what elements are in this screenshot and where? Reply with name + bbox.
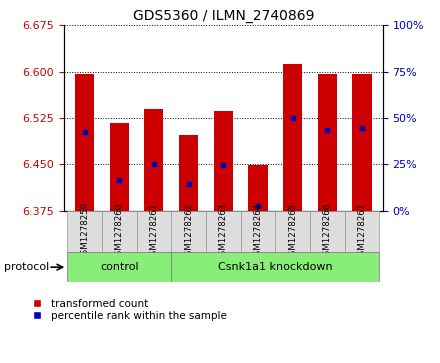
Text: protocol: protocol [4,262,50,272]
Legend: transformed count, percentile rank within the sample: transformed count, percentile rank withi… [23,294,231,325]
Text: GSM1278259: GSM1278259 [80,202,89,261]
Bar [318,74,337,211]
Text: control: control [100,262,139,272]
Bar [310,211,345,252]
Title: GDS5360 / ILMN_2740869: GDS5360 / ILMN_2740869 [132,9,314,23]
Text: GSM1278264: GSM1278264 [253,202,263,261]
Bar [67,211,102,252]
Bar [179,135,198,211]
Bar [67,252,171,282]
Bar [345,211,379,252]
Bar [249,166,268,211]
Bar [144,109,164,211]
Bar [110,123,129,211]
Bar [352,74,371,211]
Text: GSM1278267: GSM1278267 [357,202,367,261]
Bar [283,64,302,211]
Text: Csnk1a1 knockdown: Csnk1a1 knockdown [218,262,333,272]
Bar [214,111,233,211]
Bar [241,211,275,252]
Text: GSM1278262: GSM1278262 [184,202,193,261]
Bar [171,252,379,282]
Bar [206,211,241,252]
Text: GSM1278266: GSM1278266 [323,202,332,261]
Bar [275,211,310,252]
Text: GSM1278261: GSM1278261 [150,202,158,261]
Text: GSM1278260: GSM1278260 [115,202,124,261]
Bar [75,74,94,211]
Bar [102,211,136,252]
Bar [136,211,171,252]
Bar [171,211,206,252]
Text: GSM1278263: GSM1278263 [219,202,228,261]
Text: GSM1278265: GSM1278265 [288,202,297,261]
